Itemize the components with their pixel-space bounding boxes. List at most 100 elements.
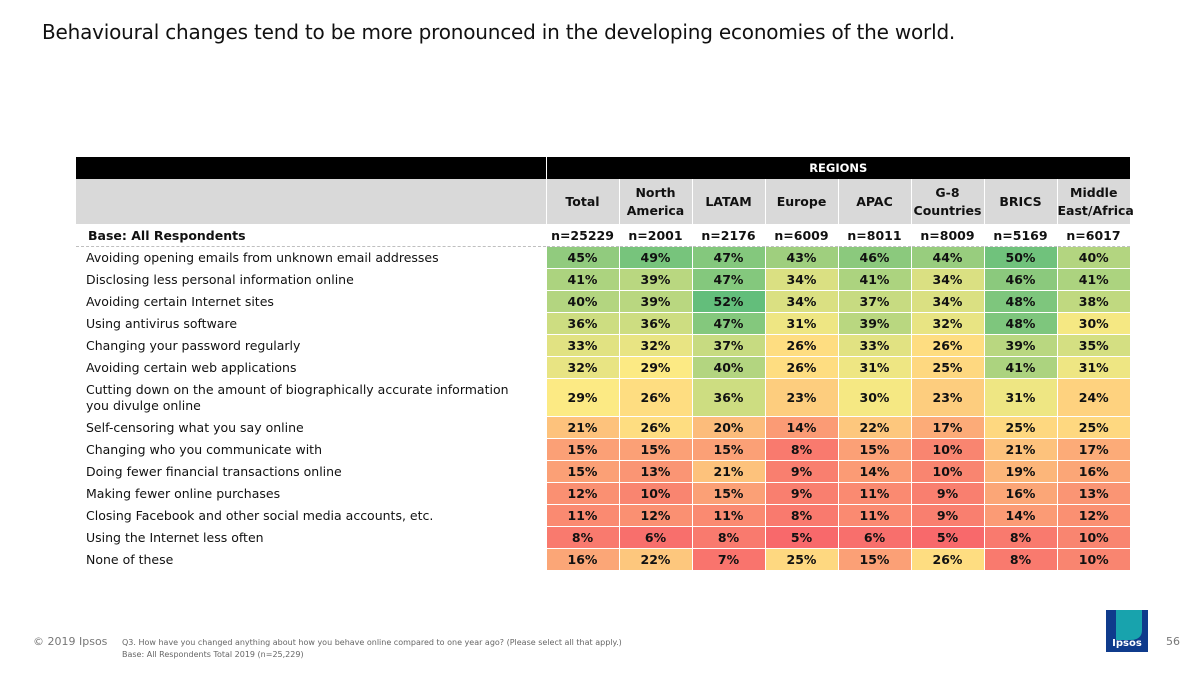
heat-cell: 41% — [983, 356, 1057, 379]
question-note: Q3. How have you changed anything about … — [122, 638, 622, 647]
heat-cell: 35% — [1056, 334, 1130, 357]
heat-cell: 9% — [910, 504, 984, 527]
heat-cell: 37% — [837, 290, 911, 313]
heat-cell: 26% — [910, 334, 984, 357]
row-label: Doing fewer financial transactions onlin… — [76, 460, 546, 483]
table-row: Avoiding certain Internet sites 40% 39% 52%… — [76, 290, 1130, 313]
heat-cell: 8% — [691, 526, 765, 549]
heat-cell: 16% — [1056, 460, 1130, 483]
row-label: Avoiding opening emails from unknown ema… — [76, 246, 546, 269]
heat-cell: 25% — [1056, 416, 1130, 439]
heat-cell: 29% — [545, 378, 619, 417]
heat-cell: 15% — [545, 460, 619, 483]
column-header: Total — [545, 179, 619, 224]
heat-cell: 52% — [691, 290, 765, 313]
heat-cell: 47% — [691, 246, 765, 269]
table-row: Closing Facebook and other social media … — [76, 504, 1130, 527]
heat-cell: 36% — [691, 378, 765, 417]
base-row: Base: All Respondents n=25229 n=2001 n=2176… — [76, 224, 1130, 247]
heat-cell: 34% — [910, 290, 984, 313]
heat-cell: 6% — [837, 526, 911, 549]
row-label: Avoiding certain Internet sites — [76, 290, 546, 313]
heat-cell: 48% — [983, 312, 1057, 335]
regions-header-blank — [76, 157, 546, 179]
table-row: None of these 16% 22% 7% 25% 15% 26% 8% 10% — [76, 548, 1130, 571]
heat-cell: 21% — [545, 416, 619, 439]
heat-cell: 25% — [764, 548, 838, 571]
heat-cell: 40% — [691, 356, 765, 379]
heat-cell: 30% — [837, 378, 911, 417]
heat-cell: 36% — [545, 312, 619, 335]
base-label: Base: All Respondents — [76, 224, 546, 247]
column-header: North America — [618, 179, 692, 224]
column-header-row: Total North America LATAM Europe APAC G-8 Cou… — [76, 179, 1134, 224]
heat-cell: 6% — [618, 526, 692, 549]
heat-cell: 33% — [837, 334, 911, 357]
heat-cell: 16% — [983, 482, 1057, 505]
heat-cell: 14% — [983, 504, 1057, 527]
heat-cell: 14% — [764, 416, 838, 439]
footnote: Q3. How have you changed anything about … — [122, 637, 622, 661]
column-header: Middle East/Africa — [1056, 179, 1134, 224]
row-label: None of these — [76, 548, 546, 571]
heat-cell: 46% — [983, 268, 1057, 291]
heat-cell: 31% — [983, 378, 1057, 417]
heat-cell: 15% — [618, 438, 692, 461]
heat-cell: 47% — [691, 268, 765, 291]
base-count: n=8011 — [838, 224, 911, 247]
heat-cell: 9% — [910, 482, 984, 505]
heat-cell: 30% — [1056, 312, 1130, 335]
heat-cell: 26% — [764, 356, 838, 379]
heat-cell: 10% — [910, 438, 984, 461]
base-count: n=8009 — [911, 224, 984, 247]
heat-cell: 50% — [983, 246, 1057, 269]
table-row: Avoiding opening emails from unknown ema… — [76, 246, 1130, 269]
heat-cell: 8% — [764, 504, 838, 527]
heat-cell: 32% — [618, 334, 692, 357]
row-label: Cutting down on the amount of biographic… — [76, 378, 546, 417]
heat-cell: 12% — [545, 482, 619, 505]
table-row: Avoiding certain web applications 32% 29% 4… — [76, 356, 1130, 379]
slide-title: Behavioural changes tend to be more pron… — [42, 20, 956, 44]
heat-cell: 32% — [545, 356, 619, 379]
row-label: Using antivirus software — [76, 312, 546, 335]
row-label: Making fewer online purchases — [76, 482, 546, 505]
heat-cell: 44% — [910, 246, 984, 269]
table-row: Changing your password regularly 33% 32% 37… — [76, 334, 1130, 357]
heat-cell: 49% — [618, 246, 692, 269]
heat-cell: 31% — [764, 312, 838, 335]
table-row: Changing who you communicate with 15% 15% 1… — [76, 438, 1130, 461]
regions-header: REGIONS — [545, 157, 1130, 179]
heat-cell: 8% — [983, 526, 1057, 549]
row-label: Avoiding certain web applications — [76, 356, 546, 379]
heat-cell: 41% — [545, 268, 619, 291]
row-label: Changing your password regularly — [76, 334, 546, 357]
base-count: n=6009 — [765, 224, 838, 247]
heat-cell: 10% — [1056, 526, 1130, 549]
heat-cell: 8% — [545, 526, 619, 549]
heat-cell: 21% — [691, 460, 765, 483]
column-header: BRICS — [983, 179, 1057, 224]
heat-cell: 22% — [618, 548, 692, 571]
heat-cell: 10% — [1056, 548, 1130, 571]
heat-cell: 11% — [837, 482, 911, 505]
heat-cell: 36% — [618, 312, 692, 335]
heat-cell: 34% — [764, 290, 838, 313]
table-row: Disclosing less personal information onl… — [76, 268, 1130, 291]
heat-cell: 11% — [691, 504, 765, 527]
heat-cell: 12% — [618, 504, 692, 527]
column-header: G-8 Countries — [910, 179, 984, 224]
copyright: © 2019 Ipsos — [33, 635, 108, 648]
heat-cell: 46% — [837, 246, 911, 269]
table-row: Using the Internet less often 8% 6% 8% 5% 6% 5… — [76, 526, 1130, 549]
heat-cell: 22% — [837, 416, 911, 439]
heat-cell: 17% — [1056, 438, 1130, 461]
row-label: Using the Internet less often — [76, 526, 546, 549]
heat-cell: 26% — [618, 378, 692, 417]
heat-cell: 40% — [545, 290, 619, 313]
heat-cell: 47% — [691, 312, 765, 335]
heat-cell: 21% — [983, 438, 1057, 461]
heat-cell: 10% — [910, 460, 984, 483]
heat-cell: 48% — [983, 290, 1057, 313]
base-count: n=2001 — [619, 224, 692, 247]
